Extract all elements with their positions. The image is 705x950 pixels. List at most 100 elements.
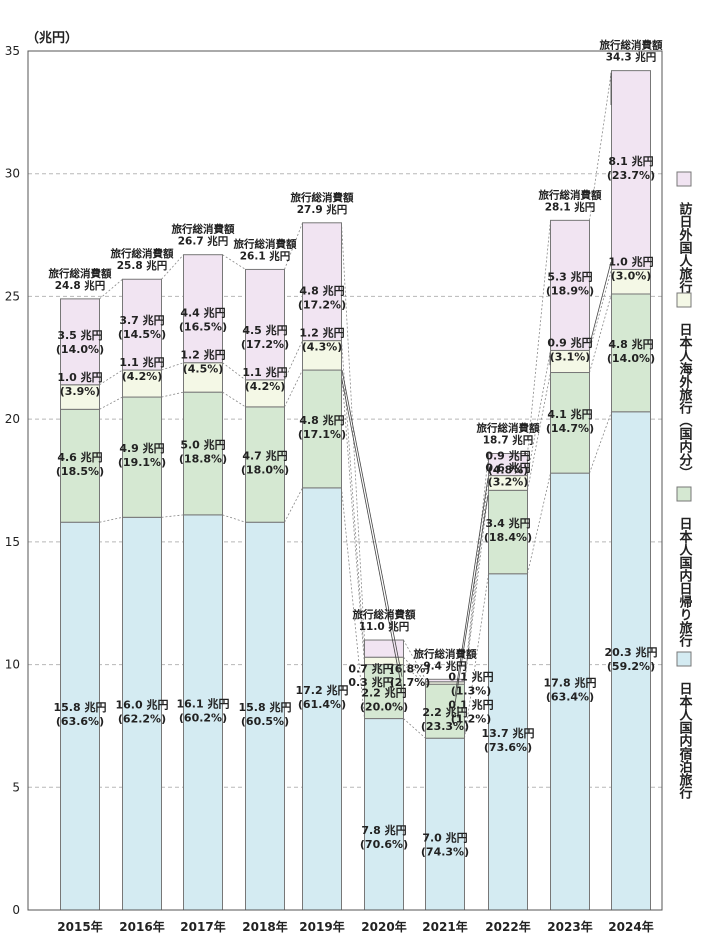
data-labels: 15.8 兆円(63.6%)4.6 兆円(18.5%)1.0 兆円(3.9%)3… [49,39,663,859]
total-label: 旅行総消費額 [600,39,663,52]
segment-label: (1.2%) [451,713,492,726]
x-category-label: 2019年 [299,919,344,934]
y-tick-label: 20 [5,412,20,426]
segment-label: (59.2%) [607,660,655,673]
total-label: 旅行総消費額 [234,237,297,250]
connector-line [284,340,303,381]
bar-segment [611,70,651,270]
segment-label: 13.7 兆円 [482,726,535,740]
x-category-label: 2022年 [485,919,530,934]
segment-label: 4.8 兆円 [299,413,344,427]
bar-segment [425,737,465,911]
connector-line [527,220,551,454]
connector-line [403,656,426,683]
bar-segment [122,278,162,371]
segment-label: (17.2%) [298,299,346,312]
x-category-label: 2020年 [361,919,406,934]
bar-segment [550,219,590,351]
y-tick-label: 35 [5,44,20,58]
segment-label: (17.1%) [298,428,346,441]
segment-label: 0.7 兆円 [348,661,393,675]
segment-label: 2.2 兆円 [422,705,467,719]
legend-label: 訪日外国人旅行 [677,201,694,294]
segment-label: (70.6%) [360,838,408,851]
segment-label: (20.0%) [360,700,408,713]
segment-label: 4.8 兆円 [299,284,344,298]
connector-line [99,369,123,386]
segment-label: 17.2 兆円 [296,683,349,697]
connector-line [589,293,612,373]
segment-label: (3.2%) [488,476,529,489]
segment-label: 7.0 兆円 [422,830,467,844]
segment-label: 4.9 兆円 [119,441,164,455]
total-value: 18.7 兆円 [483,434,534,447]
bar-segment [364,639,404,658]
connector-line [403,718,426,739]
segment-label: 16.1 兆円 [177,696,230,710]
bar-segment [364,718,404,911]
bar-segment [245,268,285,381]
segment-label: (18.4%) [484,531,532,544]
x-category-label: 2018年 [242,919,287,934]
total-label: 旅行総消費額 [172,223,235,236]
x-category-label: 2017年 [180,919,225,934]
connector-line [403,639,426,680]
total-value: 24.8 兆円 [55,279,106,292]
legend-label: 日本人国内宿泊旅行 [677,682,694,800]
bar-segment [364,664,404,720]
segment-label: 7.8 兆円 [361,823,406,837]
segment-label: (14.7%) [546,422,594,435]
connector-line [589,70,612,221]
bar-segment [550,472,590,911]
leader-line [589,261,612,344]
total-label: 旅行総消費額 [539,188,602,201]
leader-line [454,495,489,704]
bar-segment [425,678,465,683]
segment-label: 3.7 兆円 [119,313,164,327]
segment-label: 3.5 兆円 [57,328,102,342]
segment-label: (73.6%) [484,741,532,754]
segment-label: (19.1%) [118,456,166,469]
segment-label: (3.9%) [60,385,101,398]
segment-label: 5.3 兆円 [547,269,592,283]
segment-label: 4.1 兆円 [547,407,592,421]
connector-line [161,514,184,518]
legend-swatch [676,171,692,187]
connector-line [341,340,365,658]
bar-segment [611,268,651,295]
connector-line [464,490,489,685]
segment-label: (60.5%) [241,715,289,728]
bar-segment [183,254,223,364]
segment-label: 20.3 兆円 [605,645,658,659]
connector-line [341,222,365,641]
segment-label: 1.0 兆円 [608,254,653,268]
segment-label: 15.8 兆円 [239,700,292,714]
connector-line [284,487,303,523]
connector-line [341,370,365,665]
connector-line [284,369,303,408]
bar-segment [302,340,342,371]
legend-label: 日本人国内日帰り旅行 [677,517,694,648]
bar-segment [183,362,223,393]
plot-frame [27,50,663,911]
bar-segment [425,683,465,739]
bar-segment [245,406,285,523]
legend-label: 日本人海外旅行（国内分） [677,323,694,479]
connector-line [589,269,612,351]
bar-segment [183,514,223,911]
segment-label: 3.4 兆円 [485,516,530,530]
segment-label: 4.5 兆円 [242,323,287,337]
total-value: 9.4 兆円 [423,659,466,672]
total-label: 旅行総消費額 [111,247,174,260]
y-axis-unit-label: （兆円） [26,30,78,46]
segment-label: (23.7%) [607,169,655,182]
segment-label: 5.0 兆円 [180,438,225,452]
bar-segment [611,293,651,413]
connector-line [161,362,184,371]
total-label: 旅行総消費額 [49,267,112,280]
y-tick-label: 0 [12,903,20,917]
bar-segment [550,372,590,474]
connector-line [464,475,489,682]
y-tick-label: 15 [5,535,20,549]
